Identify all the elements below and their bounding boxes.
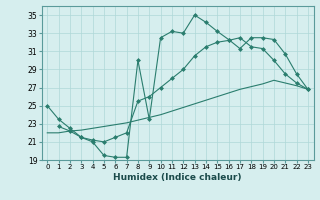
X-axis label: Humidex (Indice chaleur): Humidex (Indice chaleur) xyxy=(113,173,242,182)
